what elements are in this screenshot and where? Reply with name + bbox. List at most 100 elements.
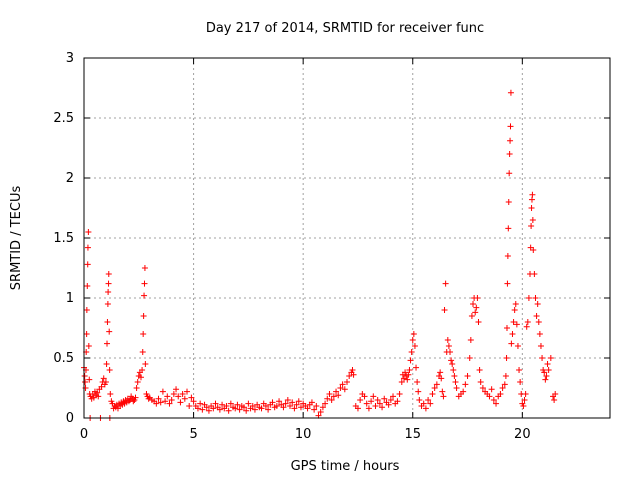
data-point [105, 280, 112, 287]
data-point [346, 373, 353, 379]
data-point [98, 383, 105, 390]
data-point [411, 343, 418, 349]
data-point [280, 404, 287, 411]
data-point [414, 379, 421, 385]
data-point [166, 400, 173, 407]
data-point [322, 400, 329, 407]
data-point [516, 367, 523, 373]
data-point [510, 319, 517, 325]
data-point [324, 395, 331, 402]
data-point [291, 405, 298, 412]
data-point [304, 405, 311, 412]
data-point [444, 337, 451, 343]
data-point [141, 292, 148, 299]
data-point [402, 369, 409, 376]
data-point [409, 337, 416, 343]
data-point [503, 325, 510, 331]
data-point [145, 395, 152, 402]
data-point [477, 379, 484, 385]
data-point [372, 403, 379, 409]
data-point [282, 400, 289, 407]
data-point [385, 401, 392, 408]
data-point [363, 400, 370, 407]
data-point [361, 393, 368, 400]
data-point [514, 343, 521, 349]
data-point [488, 386, 495, 393]
data-point [452, 379, 459, 385]
data-point [293, 401, 300, 408]
data-point [188, 394, 195, 401]
data-point [535, 319, 542, 325]
y-tick-label: 2.5 [53, 111, 74, 126]
data-point [326, 391, 333, 397]
data-point [311, 406, 318, 413]
data-point [439, 388, 446, 395]
data-point [212, 400, 219, 407]
data-point [539, 355, 546, 361]
data-point [394, 398, 401, 405]
data-point [416, 397, 423, 403]
data-point [413, 364, 420, 371]
data-point [536, 331, 543, 337]
data-point [449, 361, 456, 367]
data-point [181, 395, 188, 402]
data-point [269, 399, 276, 406]
data-point [467, 337, 474, 343]
data-point [245, 400, 252, 407]
data-point [184, 388, 191, 395]
data-point [142, 361, 149, 367]
data-point [528, 223, 535, 229]
data-point [404, 376, 411, 383]
data-point [508, 340, 515, 347]
data-point [350, 371, 357, 378]
data-point [524, 319, 531, 325]
y-tick-label: 1.5 [53, 231, 74, 246]
y-axis-label: SRMTID / TECUs [9, 186, 24, 291]
data-point [333, 388, 340, 395]
data-point [529, 191, 536, 198]
data-point [82, 379, 89, 385]
data-point [265, 406, 272, 413]
data-point [313, 403, 320, 409]
data-point [406, 367, 413, 373]
data-point [448, 357, 455, 364]
data-point [365, 405, 372, 412]
data-point [509, 331, 516, 337]
data-point [284, 397, 291, 403]
data-point [82, 385, 89, 391]
data-point [157, 399, 164, 406]
data-point [190, 398, 197, 405]
data-point [528, 205, 535, 211]
data-point [490, 397, 497, 403]
data-point [437, 369, 444, 376]
data-point [317, 409, 324, 415]
data-point [504, 280, 511, 287]
data-point [513, 321, 520, 328]
data-point [216, 406, 223, 413]
data-point [410, 331, 417, 337]
data-point [523, 323, 530, 330]
y-tick-label: 0 [66, 411, 74, 426]
data-point [335, 392, 342, 399]
data-point [530, 247, 537, 253]
data-point [137, 374, 144, 381]
data-point [507, 89, 514, 96]
data-point [425, 397, 432, 403]
data-point [319, 404, 326, 411]
data-point [486, 393, 493, 400]
data-point [94, 389, 101, 396]
data-point [344, 379, 350, 385]
data-point [141, 280, 148, 287]
data-point [405, 371, 412, 378]
data-point [289, 399, 296, 406]
data-point [504, 253, 511, 259]
data-point [520, 403, 527, 409]
data-point [85, 343, 92, 349]
data-point [164, 393, 171, 400]
data-point [502, 373, 509, 379]
data-point [330, 393, 337, 400]
data-point [460, 388, 467, 395]
data-point [162, 398, 169, 405]
data-point [159, 388, 166, 395]
